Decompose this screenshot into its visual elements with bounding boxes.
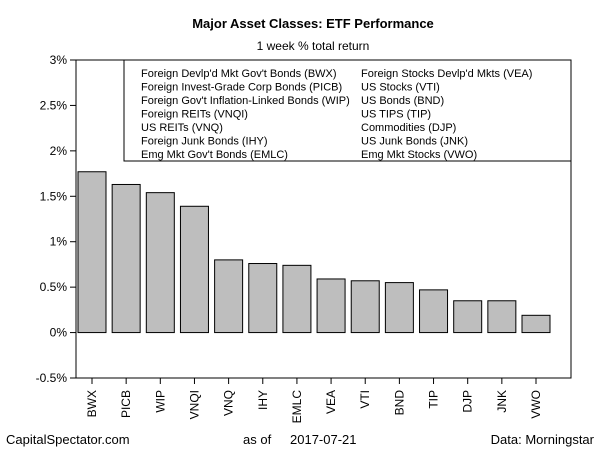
legend-right-column: Foreign Stocks Devlp'd Mkts (VEA) US Stoc… <box>361 68 532 161</box>
legend-entry: Foreign Junk Bonds (IHY) <box>141 136 268 148</box>
y-tick-label: -0.5% <box>36 371 68 385</box>
y-tick-label: 0.5% <box>40 280 68 294</box>
y-axis: -0.5% 0% 0.5% 1% 1.5% 2% 2.5% 3% <box>36 53 76 385</box>
bar-series <box>77 171 551 334</box>
y-tick-label: 0% <box>50 326 68 340</box>
bar-wip <box>145 192 175 334</box>
x-tick-label-emlc: EMLC <box>290 390 304 424</box>
bar-vnq <box>214 259 244 334</box>
footer-date: 2017-07-21 <box>290 432 357 447</box>
legend-entry: Emg Mkt Stocks (VWO) <box>361 149 477 161</box>
legend-entry: Commodities (DJP) <box>361 122 456 134</box>
y-tick-label: 1% <box>50 235 68 249</box>
bar-vti <box>350 280 380 334</box>
x-tick-label-bnd: BND <box>392 390 406 416</box>
legend-entry: Emg Mkt Gov't Bonds (EMLC) <box>141 149 288 161</box>
legend-entry: US TIPS (TIP) <box>361 109 431 121</box>
legend-entry: US Stocks (VTI) <box>361 82 440 94</box>
x-tick-label-jnk: JNK <box>495 390 509 413</box>
bar-djp <box>453 300 483 334</box>
x-tick-label-picb: PICB <box>119 390 133 418</box>
y-tick-label: 1.5% <box>40 189 68 203</box>
legend-entry: US Junk Bonds (JNK) <box>361 136 468 148</box>
x-tick-label-vnq: VNQ <box>222 390 236 416</box>
legend-entry: Foreign Gov't Inflation-Linked Bonds (WI… <box>141 95 350 107</box>
x-tick-label-vwo: VWO <box>529 390 543 419</box>
chart-subtitle: 1 week % total return <box>257 39 370 53</box>
y-tick-label: 3% <box>50 53 68 67</box>
footer-source-site: CapitalSpectator.com <box>6 432 130 447</box>
x-tick-label-wip: WIP <box>153 390 167 413</box>
x-tick-label-vti: VTI <box>358 390 372 409</box>
bar-emlc <box>282 264 312 334</box>
legend: Foreign Devlp'd Mkt Gov't Bonds (BWX) For… <box>123 59 572 162</box>
chart-title: Major Asset Classes: ETF Performance <box>192 16 434 31</box>
legend-entry: US REITs (VNQ) <box>141 122 223 134</box>
bar-vea <box>316 278 346 334</box>
bar-picb <box>111 183 141 334</box>
y-tick-label: 2.5% <box>40 98 68 112</box>
legend-entry: Foreign REITs (VNQI) <box>141 109 248 121</box>
bar-ihy <box>248 263 278 334</box>
legend-entry: US Bonds (BND) <box>361 95 444 107</box>
x-tick-label-ihy: IHY <box>256 390 270 410</box>
bar-vnqi <box>179 205 209 334</box>
x-tick-label-vea: VEA <box>324 390 338 414</box>
legend-entry: Foreign Devlp'd Mkt Gov't Bonds (BWX) <box>141 68 337 80</box>
bar-tip <box>419 289 449 334</box>
legend-entry: Foreign Stocks Devlp'd Mkts (VEA) <box>361 68 532 80</box>
bar-vwo <box>521 314 551 334</box>
legend-entry: Foreign Invest-Grade Corp Bonds (PICB) <box>141 82 342 94</box>
footer-as-of-label: as of <box>243 432 272 447</box>
legend-left-column: Foreign Devlp'd Mkt Gov't Bonds (BWX) For… <box>141 68 350 161</box>
footer: CapitalSpectator.com as of 2017-07-21 Da… <box>6 432 595 447</box>
x-axis: BWX PICB WIP VNQI VNQ IHY EMLC VEA VTI BND TIP DJP J… <box>85 377 543 424</box>
x-tick-label-tip: TIP <box>427 390 441 409</box>
x-tick-label-djp: DJP <box>461 390 475 413</box>
bar-bwx <box>77 171 107 334</box>
legend-box <box>123 59 572 162</box>
x-tick-label-vnqi: VNQI <box>187 390 201 419</box>
bar-jnk <box>487 300 517 334</box>
bar-bnd <box>384 282 414 334</box>
footer-data-source: Data: Morningstar <box>491 432 595 447</box>
y-tick-label: 2% <box>50 144 68 158</box>
x-tick-label-bwx: BWX <box>85 390 99 417</box>
